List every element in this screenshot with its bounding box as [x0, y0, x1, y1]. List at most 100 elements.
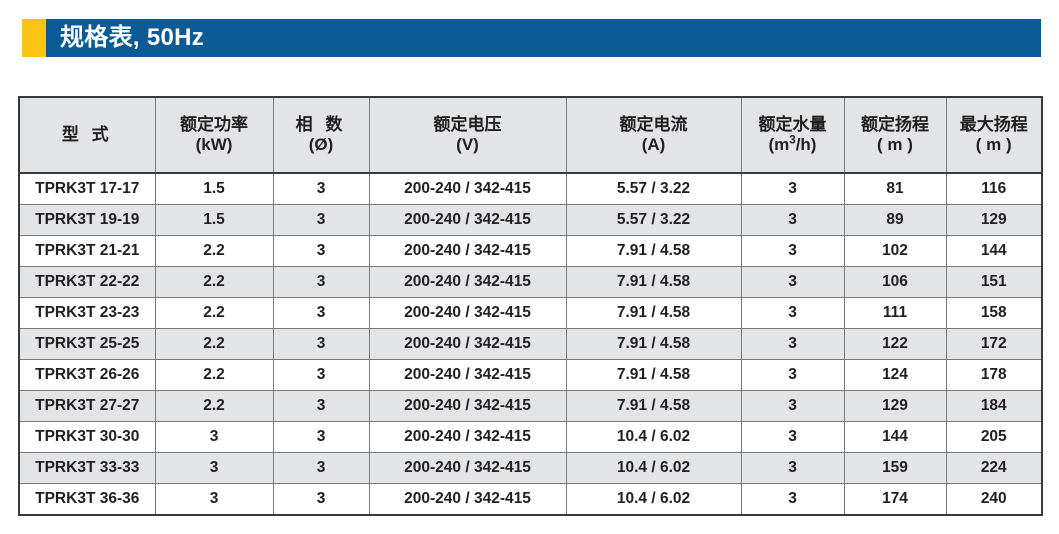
cell-model: TPRK3T 33-33	[18, 452, 156, 484]
cell-model: TPRK3T 26-26	[18, 359, 156, 391]
banner-accent-block	[22, 19, 46, 57]
cell-max-head: 158	[945, 297, 1043, 329]
cell-model: TPRK3T 30-30	[18, 421, 156, 453]
cell-model: TPRK3T 19-19	[18, 204, 156, 236]
cell-rated-power: 2.2	[154, 328, 274, 360]
table-row: TPRK3T 33-33 3 3 200-240 / 342-415 10.4 / 6.…	[18, 452, 1043, 484]
table-row: TPRK3T 22-22 2.2 3 200-240 / 342-415 7.91 / …	[18, 266, 1043, 298]
cell-rated-current: 10.4 / 6.02	[565, 421, 742, 453]
cell-rated-head: 102	[843, 235, 947, 267]
column-header-rated-current: 额定电流 (A)	[565, 96, 742, 174]
cell-rated-current: 5.57 / 3.22	[565, 172, 742, 205]
cell-model: TPRK3T 21-21	[18, 235, 156, 267]
cell-rated-current: 7.91 / 4.58	[565, 359, 742, 391]
cell-rated-voltage: 200-240 / 342-415	[368, 172, 567, 205]
rated-flow-unit: (m3/h)	[768, 134, 817, 154]
cell-rated-power: 3	[154, 483, 274, 516]
cell-phase: 3	[272, 235, 370, 267]
cell-rated-current: 10.4 / 6.02	[565, 483, 742, 516]
cell-model: TPRK3T 25-25	[18, 328, 156, 360]
cell-rated-power: 3	[154, 421, 274, 453]
cell-rated-head: 81	[843, 172, 947, 205]
cell-phase: 3	[272, 266, 370, 298]
cell-rated-voltage: 200-240 / 342-415	[368, 297, 567, 329]
cell-rated-head: 89	[843, 204, 947, 236]
cell-phase: 3	[272, 483, 370, 516]
cell-max-head: 224	[945, 452, 1043, 484]
cell-rated-head: 144	[843, 421, 947, 453]
cell-model: TPRK3T 27-27	[18, 390, 156, 422]
cell-rated-flow: 3	[740, 452, 845, 484]
cell-rated-flow: 3	[740, 328, 845, 360]
table-row: TPRK3T 27-27 2.2 3 200-240 / 342-415 7.91 / …	[18, 390, 1043, 422]
cell-phase: 3	[272, 390, 370, 422]
column-header-model: 型 式	[18, 96, 156, 174]
cell-rated-voltage: 200-240 / 342-415	[368, 328, 567, 360]
cell-rated-flow: 3	[740, 421, 845, 453]
cell-rated-current: 10.4 / 6.02	[565, 452, 742, 484]
cell-max-head: 129	[945, 204, 1043, 236]
cell-rated-voltage: 200-240 / 342-415	[368, 390, 567, 422]
column-header-rated-head: 额定扬程 ( m )	[843, 96, 947, 174]
cell-rated-voltage: 200-240 / 342-415	[368, 483, 567, 516]
cell-rated-head: 159	[843, 452, 947, 484]
cell-phase: 3	[272, 328, 370, 360]
cell-max-head: 240	[945, 483, 1043, 516]
table-row: TPRK3T 26-26 2.2 3 200-240 / 342-415 7.91 / …	[18, 359, 1043, 391]
cell-phase: 3	[272, 359, 370, 391]
table-row: TPRK3T 23-23 2.2 3 200-240 / 342-415 7.91 / …	[18, 297, 1043, 329]
cell-max-head: 172	[945, 328, 1043, 360]
page-banner: 规格表, 50Hz	[22, 19, 1041, 57]
cell-rated-power: 2.2	[154, 390, 274, 422]
table-header: 型 式 额定功率 (kW) 相 数 (Ø) 额定电压 (V) 额定电流 (A)	[18, 96, 1043, 174]
cell-rated-head: 111	[843, 297, 947, 329]
cell-rated-voltage: 200-240 / 342-415	[368, 359, 567, 391]
cell-rated-flow: 3	[740, 204, 845, 236]
table-row: TPRK3T 19-19 1.5 3 200-240 / 342-415 5.57 / …	[18, 204, 1043, 236]
cell-max-head: 205	[945, 421, 1043, 453]
cell-max-head: 116	[945, 172, 1043, 205]
specification-table-wrapper: 型 式 额定功率 (kW) 相 数 (Ø) 额定电压 (V) 额定电流 (A)	[18, 96, 1043, 516]
specification-table: 型 式 额定功率 (kW) 相 数 (Ø) 额定电压 (V) 额定电流 (A)	[18, 96, 1043, 516]
cell-rated-head: 124	[843, 359, 947, 391]
cell-phase: 3	[272, 204, 370, 236]
cell-rated-flow: 3	[740, 483, 845, 516]
table-row: TPRK3T 30-30 3 3 200-240 / 342-415 10.4 / 6.…	[18, 421, 1043, 453]
cell-rated-power: 2.2	[154, 359, 274, 391]
cell-rated-power: 1.5	[154, 204, 274, 236]
cell-rated-flow: 3	[740, 235, 845, 267]
cell-rated-head: 122	[843, 328, 947, 360]
page-title: 规格表, 50Hz	[60, 24, 205, 51]
cell-rated-head: 174	[843, 483, 947, 516]
cell-model: TPRK3T 23-23	[18, 297, 156, 329]
cell-rated-head: 106	[843, 266, 947, 298]
cell-rated-current: 7.91 / 4.58	[565, 390, 742, 422]
cell-rated-power: 1.5	[154, 172, 274, 205]
column-header-rated-voltage: 额定电压 (V)	[368, 96, 567, 174]
cell-phase: 3	[272, 297, 370, 329]
cell-phase: 3	[272, 172, 370, 205]
cell-rated-head: 129	[843, 390, 947, 422]
cell-rated-flow: 3	[740, 297, 845, 329]
cell-rated-power: 3	[154, 452, 274, 484]
cell-rated-flow: 3	[740, 359, 845, 391]
banner-body: 规格表, 50Hz	[46, 19, 1041, 57]
table-body: TPRK3T 17-17 1.5 3 200-240 / 342-415 5.57 / …	[18, 172, 1043, 516]
table-row: TPRK3T 17-17 1.5 3 200-240 / 342-415 5.57 / …	[18, 172, 1043, 205]
cell-rated-current: 7.91 / 4.58	[565, 235, 742, 267]
cell-rated-power: 2.2	[154, 235, 274, 267]
table-row: TPRK3T 21-21 2.2 3 200-240 / 342-415 7.91 / …	[18, 235, 1043, 267]
table-row: TPRK3T 25-25 2.2 3 200-240 / 342-415 7.91 / …	[18, 328, 1043, 360]
cell-rated-flow: 3	[740, 266, 845, 298]
cell-max-head: 178	[945, 359, 1043, 391]
cell-rated-power: 2.2	[154, 297, 274, 329]
cell-phase: 3	[272, 452, 370, 484]
column-header-phase: 相 数 (Ø)	[272, 96, 370, 174]
cell-max-head: 144	[945, 235, 1043, 267]
cell-model: TPRK3T 36-36	[18, 483, 156, 516]
column-header-max-head: 最大扬程 ( m )	[945, 96, 1043, 174]
cell-model: TPRK3T 22-22	[18, 266, 156, 298]
cell-rated-power: 2.2	[154, 266, 274, 298]
column-header-rated-power: 额定功率 (kW)	[154, 96, 274, 174]
cell-rated-flow: 3	[740, 390, 845, 422]
